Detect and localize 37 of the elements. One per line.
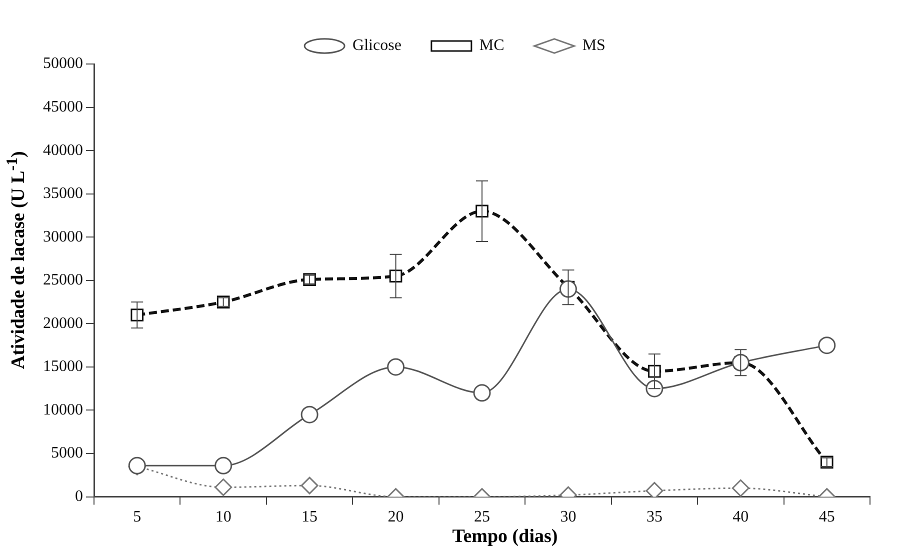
x-axis-title: Tempo (dias) (451, 526, 559, 548)
point (389, 270, 402, 282)
y-tick-label: 20000 (43, 314, 83, 332)
point (214, 456, 232, 474)
x-tick-label: 20 (388, 508, 404, 526)
y-tick-label: 0 (75, 488, 83, 506)
point (300, 406, 318, 424)
y-tick-label: 10000 (43, 401, 83, 418)
y-tick-label: 45000 (43, 98, 83, 116)
y-tick-label: 50000 (43, 55, 83, 72)
point (300, 476, 318, 494)
x-tick-label: 30 (560, 508, 576, 526)
point (646, 380, 664, 398)
y-tick-label: 35000 (43, 185, 83, 202)
y-tick-label: 15000 (43, 358, 83, 376)
point (646, 482, 664, 497)
x-tick-label: 15 (302, 508, 318, 526)
point (387, 358, 405, 376)
y-tick-label: 40000 (43, 142, 83, 159)
point (130, 308, 144, 322)
legend-label: MS (582, 37, 606, 54)
y-tick-label: 5000 (51, 444, 83, 462)
legend-label: Glicose (352, 37, 402, 54)
point (473, 384, 491, 402)
x-tick-label: 35 (646, 508, 662, 526)
x-tick-label: 5 (133, 508, 142, 526)
point (214, 478, 232, 496)
point (818, 336, 836, 354)
x-tick-label: 25 (474, 508, 490, 526)
x-tick-label: 10 (215, 508, 232, 526)
point (648, 364, 661, 378)
y-tick-label: 30000 (43, 228, 83, 246)
point (732, 479, 750, 497)
y-tick-label: 25000 (43, 272, 83, 289)
legend-label: MC (479, 37, 504, 54)
x-tick-label: 40 (732, 508, 749, 526)
x-tick-label: 45 (818, 508, 835, 526)
